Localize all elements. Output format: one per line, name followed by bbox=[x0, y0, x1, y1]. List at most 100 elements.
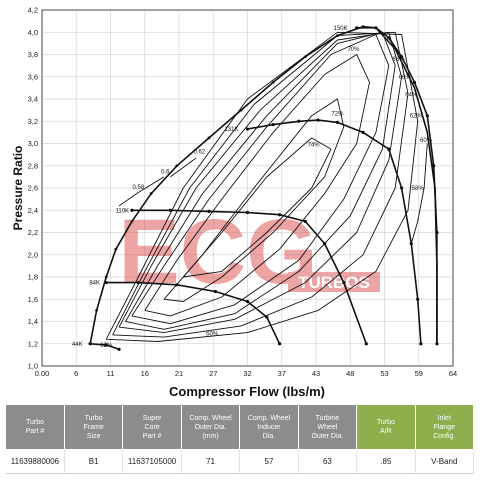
flow-line-label: 0.58 bbox=[132, 185, 144, 191]
speed-line-point bbox=[361, 130, 365, 134]
speed-line-point bbox=[245, 127, 250, 131]
x-axis-title: Compressor Flow (lbs/m) bbox=[169, 384, 325, 399]
efficiency-label: 64% bbox=[405, 93, 418, 99]
y-tick-label: 2,2 bbox=[28, 228, 38, 237]
spec-value-cell: 11639880006 bbox=[6, 449, 65, 474]
surge-line-point bbox=[361, 25, 365, 29]
flow-lines bbox=[118, 157, 197, 207]
y-tick-label: 1,4 bbox=[28, 317, 38, 326]
speed-line-point bbox=[409, 242, 413, 246]
speed-line-label: 84K bbox=[89, 281, 100, 287]
efficiency-label: 62% bbox=[100, 343, 113, 349]
y-axis-title: Pressure Ratio bbox=[11, 146, 25, 231]
x-tick-label: 43 bbox=[312, 369, 320, 378]
speed-line-point bbox=[278, 213, 282, 217]
efficiency-island bbox=[163, 98, 345, 302]
speed-line-point bbox=[265, 315, 269, 319]
surge-line-point bbox=[114, 247, 118, 251]
y-tick-label: 3,8 bbox=[28, 50, 38, 59]
spec-value-cell: 71 bbox=[181, 449, 241, 474]
compressor-map-chart: ECG TURBOS 44K84K110K131K150K74%72%70%68… bbox=[11, 6, 458, 400]
spec-value-cell: V-Band bbox=[415, 449, 475, 474]
speed-line-point bbox=[245, 299, 250, 304]
speed-line-point bbox=[130, 208, 134, 212]
spec-value-cell: 57 bbox=[239, 449, 299, 474]
speed-line-point bbox=[271, 122, 275, 127]
x-tick-label: 53 bbox=[380, 369, 388, 378]
spec-header-cell: Turbine Wheel Outer Dia. bbox=[298, 405, 358, 449]
surge-line-point bbox=[88, 342, 92, 346]
efficiency-label: 68% bbox=[392, 57, 405, 63]
speed-line-point bbox=[104, 343, 108, 347]
speed-line-label: 150K bbox=[334, 26, 348, 32]
spec-header-cell: Inlet Flange Config. bbox=[415, 405, 475, 449]
speed-line-point bbox=[245, 210, 250, 215]
efficiency-island bbox=[182, 137, 332, 278]
speed-line-point bbox=[432, 164, 436, 168]
efficiency-island bbox=[131, 34, 390, 325]
x-tick-label: 37 bbox=[278, 369, 286, 378]
y-tick-label: 3,0 bbox=[28, 139, 38, 148]
efficiency-label: 74% bbox=[308, 143, 321, 149]
x-tick-label: 48 bbox=[346, 369, 354, 378]
x-tick-label: 21 bbox=[175, 369, 183, 378]
spec-header-cell: Comp. Wheel Inducer Dia. bbox=[239, 405, 299, 449]
surge-line-point bbox=[149, 192, 153, 195]
speed-line-label: 110K bbox=[115, 208, 129, 214]
efficiency-label: 70% bbox=[347, 47, 360, 53]
y-tick-label: 1,0 bbox=[28, 362, 38, 371]
x-tick-label: 64 bbox=[449, 369, 457, 378]
x-tick-label: 27 bbox=[209, 369, 217, 378]
speed-line-point bbox=[213, 289, 217, 294]
y-tick-label: 1,6 bbox=[28, 295, 38, 304]
surge-line-point bbox=[95, 308, 98, 312]
spec-value-cell: .85 bbox=[356, 449, 416, 474]
efficiency-island bbox=[105, 31, 419, 342]
speed-line-point bbox=[412, 80, 417, 84]
speed-line-point bbox=[342, 280, 346, 285]
speed-line-point bbox=[400, 55, 404, 59]
y-tick-label: 3,6 bbox=[28, 72, 38, 81]
speed-line-point bbox=[387, 36, 391, 40]
surge-choke-lines bbox=[88, 25, 438, 346]
spec-header-cell: Turbo Part # bbox=[6, 405, 65, 449]
y-tick-label: 2,6 bbox=[28, 184, 38, 193]
speed-line-point bbox=[419, 342, 423, 346]
speed-line-point bbox=[136, 280, 140, 285]
x-tick-label: 32 bbox=[243, 369, 251, 378]
spec-value-cell: B1 bbox=[64, 449, 124, 474]
efficiency-label: 62% bbox=[410, 114, 423, 120]
y-tick-label: 4,0 bbox=[28, 28, 38, 37]
axis-ticks: 0.00 6 11 16 21 27 32 37 43 48 53 59 64 1,0 1,2 1,4 1,6 1… bbox=[28, 6, 458, 379]
speed-line-point bbox=[416, 297, 420, 301]
surge-line-point bbox=[303, 55, 307, 59]
spec-header-row: Turbo Part # Turbo Frame Size Super Core Part #… bbox=[6, 405, 475, 449]
y-tick-label: 1,8 bbox=[28, 273, 38, 282]
y-tick-label: 3,2 bbox=[28, 117, 38, 126]
speed-line-point bbox=[297, 119, 301, 123]
x-tick-label: 11 bbox=[107, 369, 115, 378]
speed-line-point bbox=[400, 186, 404, 190]
y-tick-label: 2,4 bbox=[28, 206, 38, 215]
flow-line-label: 0.62 bbox=[193, 149, 205, 155]
y-tick-label: 4,2 bbox=[28, 6, 38, 15]
speed-line-label: 131K bbox=[224, 127, 238, 133]
y-tick-label: 2,8 bbox=[28, 161, 38, 170]
efficiency-label: 72% bbox=[331, 111, 344, 117]
speed-line-point bbox=[335, 120, 340, 124]
efficiency-island bbox=[118, 31, 403, 334]
turbo-spec-table: Turbo Part # Turbo Frame Size Super Core Part #… bbox=[6, 405, 475, 474]
spec-value-row: 11639880006 B1 11637105000 71 57 63.85 V-Band bbox=[6, 449, 475, 474]
flow-line bbox=[118, 192, 139, 207]
spec-value-cell: 63 bbox=[298, 449, 358, 474]
surge-line-point bbox=[239, 108, 243, 112]
efficiency-label: 66% bbox=[399, 75, 412, 81]
y-tick-label: 1,2 bbox=[28, 339, 38, 348]
speed-line-point bbox=[278, 342, 282, 346]
choke-line bbox=[375, 27, 438, 344]
x-tick-label: 6 bbox=[74, 369, 78, 378]
spec-header-cell: Comp. Wheel Outer Dia. (mm) bbox=[181, 405, 241, 449]
x-tick-label: 59 bbox=[415, 369, 423, 378]
x-tick-label: 0.00 bbox=[35, 369, 50, 378]
speed-line-point bbox=[322, 242, 327, 246]
